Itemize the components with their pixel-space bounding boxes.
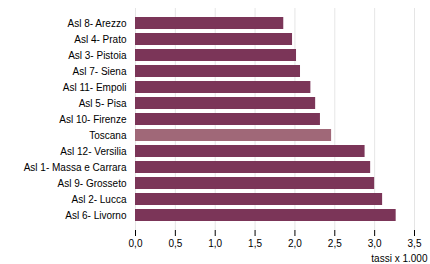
svg-text:3,5: 3,5 bbox=[408, 238, 422, 249]
svg-text:0,5: 0,5 bbox=[168, 238, 182, 249]
svg-text:1,5: 1,5 bbox=[248, 238, 262, 249]
svg-text:Asl 11- Empoli: Asl 11- Empoli bbox=[63, 82, 127, 93]
svg-text:Asl 4- Prato: Asl 4- Prato bbox=[74, 34, 127, 45]
svg-text:tassi x 1.000: tassi x 1.000 bbox=[371, 253, 428, 264]
svg-text:Asl 8- Arezzo: Asl 8- Arezzo bbox=[68, 18, 127, 29]
svg-text:Asl 5- Pisa: Asl 5- Pisa bbox=[79, 98, 127, 109]
svg-text:0,0: 0,0 bbox=[129, 238, 143, 249]
svg-text:Asl 7- Siena: Asl 7- Siena bbox=[73, 66, 127, 77]
svg-text:Asl 2- Lucca: Asl 2- Lucca bbox=[71, 194, 126, 205]
svg-text:2,5: 2,5 bbox=[328, 238, 342, 249]
svg-text:2,0: 2,0 bbox=[288, 238, 302, 249]
svg-text:Asl 9- Grosseto: Asl 9- Grosseto bbox=[58, 178, 127, 189]
svg-text:1,0: 1,0 bbox=[208, 238, 222, 249]
svg-text:Asl 6- Livorno: Asl 6- Livorno bbox=[65, 210, 127, 221]
svg-text:Asl 1- Massa e Carrara: Asl 1- Massa e Carrara bbox=[24, 162, 127, 173]
svg-text:Asl 12- Versilia: Asl 12- Versilia bbox=[60, 146, 127, 157]
svg-text:Asl 10- Firenze: Asl 10- Firenze bbox=[59, 114, 127, 125]
svg-text:Asl 3- Pistoia: Asl 3- Pistoia bbox=[68, 50, 127, 61]
svg-text:3,0: 3,0 bbox=[368, 238, 382, 249]
svg-text:Toscana: Toscana bbox=[89, 130, 127, 141]
